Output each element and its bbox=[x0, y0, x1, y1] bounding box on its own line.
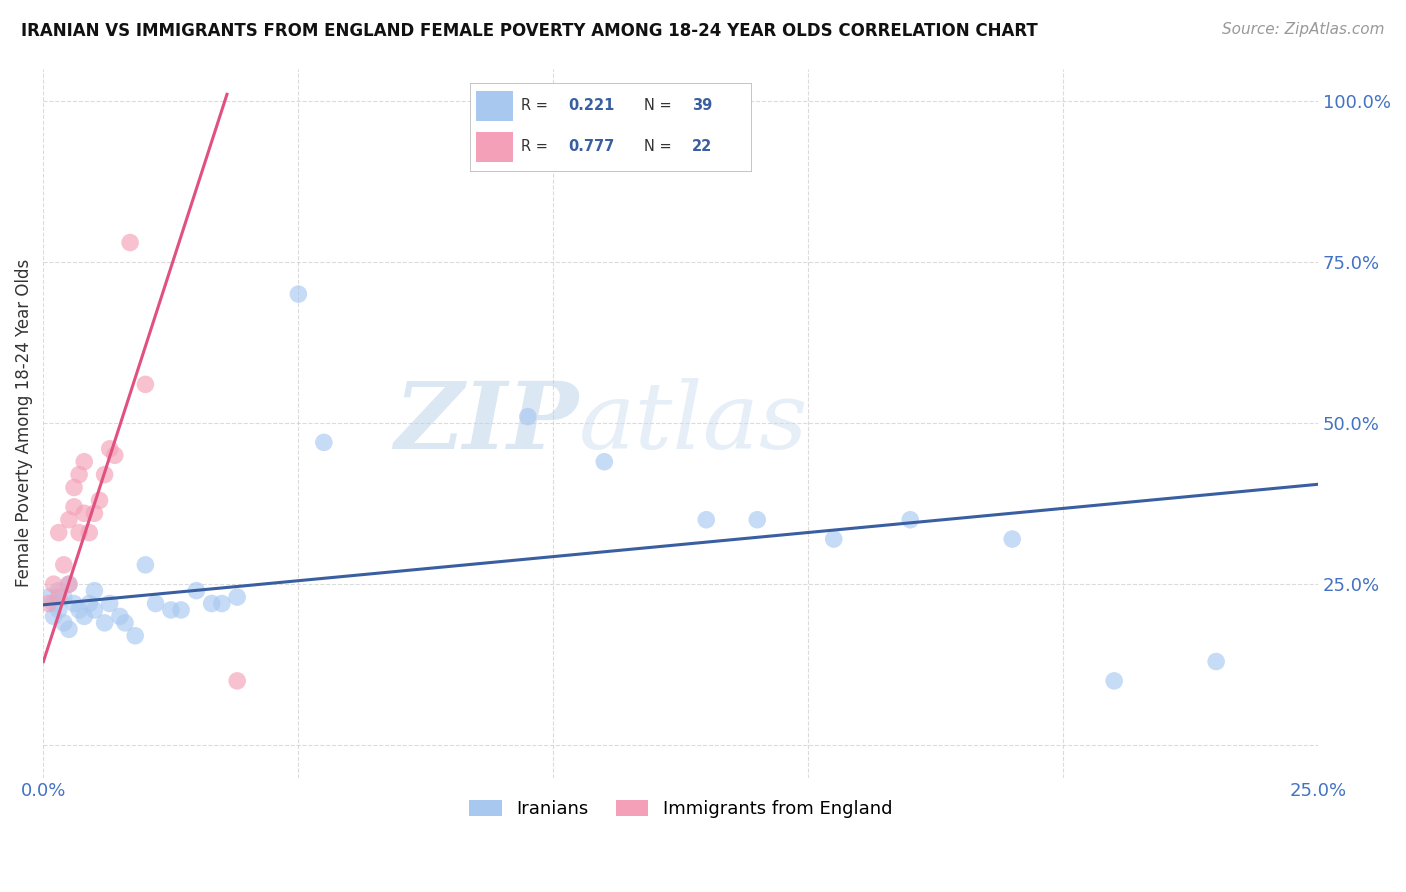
Text: atlas: atlas bbox=[579, 378, 808, 468]
Point bbox=[93, 467, 115, 482]
Text: IRANIAN VS IMMIGRANTS FROM ENGLAND FEMALE POVERTY AMONG 18-24 YEAR OLDS CORRELAT: IRANIAN VS IMMIGRANTS FROM ENGLAND FEMAL… bbox=[21, 22, 1038, 40]
Point bbox=[98, 597, 121, 611]
Point bbox=[42, 577, 65, 591]
Point bbox=[1102, 673, 1125, 688]
Point bbox=[73, 609, 96, 624]
Point bbox=[312, 435, 335, 450]
Point bbox=[98, 442, 121, 456]
Point bbox=[287, 287, 309, 301]
Point bbox=[170, 603, 193, 617]
Point bbox=[63, 481, 86, 495]
Point bbox=[52, 615, 75, 630]
Point bbox=[48, 590, 70, 604]
Point bbox=[48, 525, 70, 540]
Point bbox=[104, 448, 127, 462]
Point bbox=[67, 467, 90, 482]
Point bbox=[823, 532, 845, 546]
Point bbox=[120, 235, 142, 250]
Point bbox=[73, 455, 96, 469]
Point bbox=[145, 597, 167, 611]
Point bbox=[134, 377, 156, 392]
Legend: Iranians, Immigrants from England: Iranians, Immigrants from England bbox=[463, 793, 900, 825]
Point bbox=[58, 577, 80, 591]
Point bbox=[1001, 532, 1024, 546]
Point bbox=[42, 609, 65, 624]
Text: Source: ZipAtlas.com: Source: ZipAtlas.com bbox=[1222, 22, 1385, 37]
Point bbox=[67, 525, 90, 540]
Point bbox=[108, 609, 131, 624]
Point bbox=[63, 500, 86, 514]
Point bbox=[114, 615, 136, 630]
Point bbox=[134, 558, 156, 572]
Point bbox=[93, 615, 115, 630]
Y-axis label: Female Poverty Among 18-24 Year Olds: Female Poverty Among 18-24 Year Olds bbox=[15, 259, 32, 587]
Point bbox=[211, 597, 233, 611]
Point bbox=[898, 513, 921, 527]
Point bbox=[58, 513, 80, 527]
Point bbox=[516, 409, 538, 424]
Point bbox=[160, 603, 183, 617]
Point bbox=[593, 455, 616, 469]
Point bbox=[38, 590, 60, 604]
Point bbox=[63, 597, 86, 611]
Point bbox=[124, 629, 146, 643]
Point bbox=[83, 506, 105, 520]
Point bbox=[226, 590, 249, 604]
Point bbox=[1205, 655, 1227, 669]
Point bbox=[79, 597, 101, 611]
Point bbox=[73, 506, 96, 520]
Text: ZIP: ZIP bbox=[395, 378, 579, 468]
Point bbox=[89, 493, 111, 508]
Point bbox=[83, 583, 105, 598]
Point bbox=[226, 673, 249, 688]
Point bbox=[201, 597, 224, 611]
Point bbox=[747, 513, 769, 527]
Point bbox=[38, 597, 60, 611]
Point bbox=[48, 583, 70, 598]
Point bbox=[186, 583, 208, 598]
Point bbox=[79, 525, 101, 540]
Point bbox=[83, 603, 105, 617]
Point bbox=[695, 513, 717, 527]
Point bbox=[42, 597, 65, 611]
Point bbox=[52, 590, 75, 604]
Point bbox=[58, 577, 80, 591]
Point bbox=[67, 603, 90, 617]
Point bbox=[52, 558, 75, 572]
Point bbox=[48, 603, 70, 617]
Point bbox=[58, 623, 80, 637]
